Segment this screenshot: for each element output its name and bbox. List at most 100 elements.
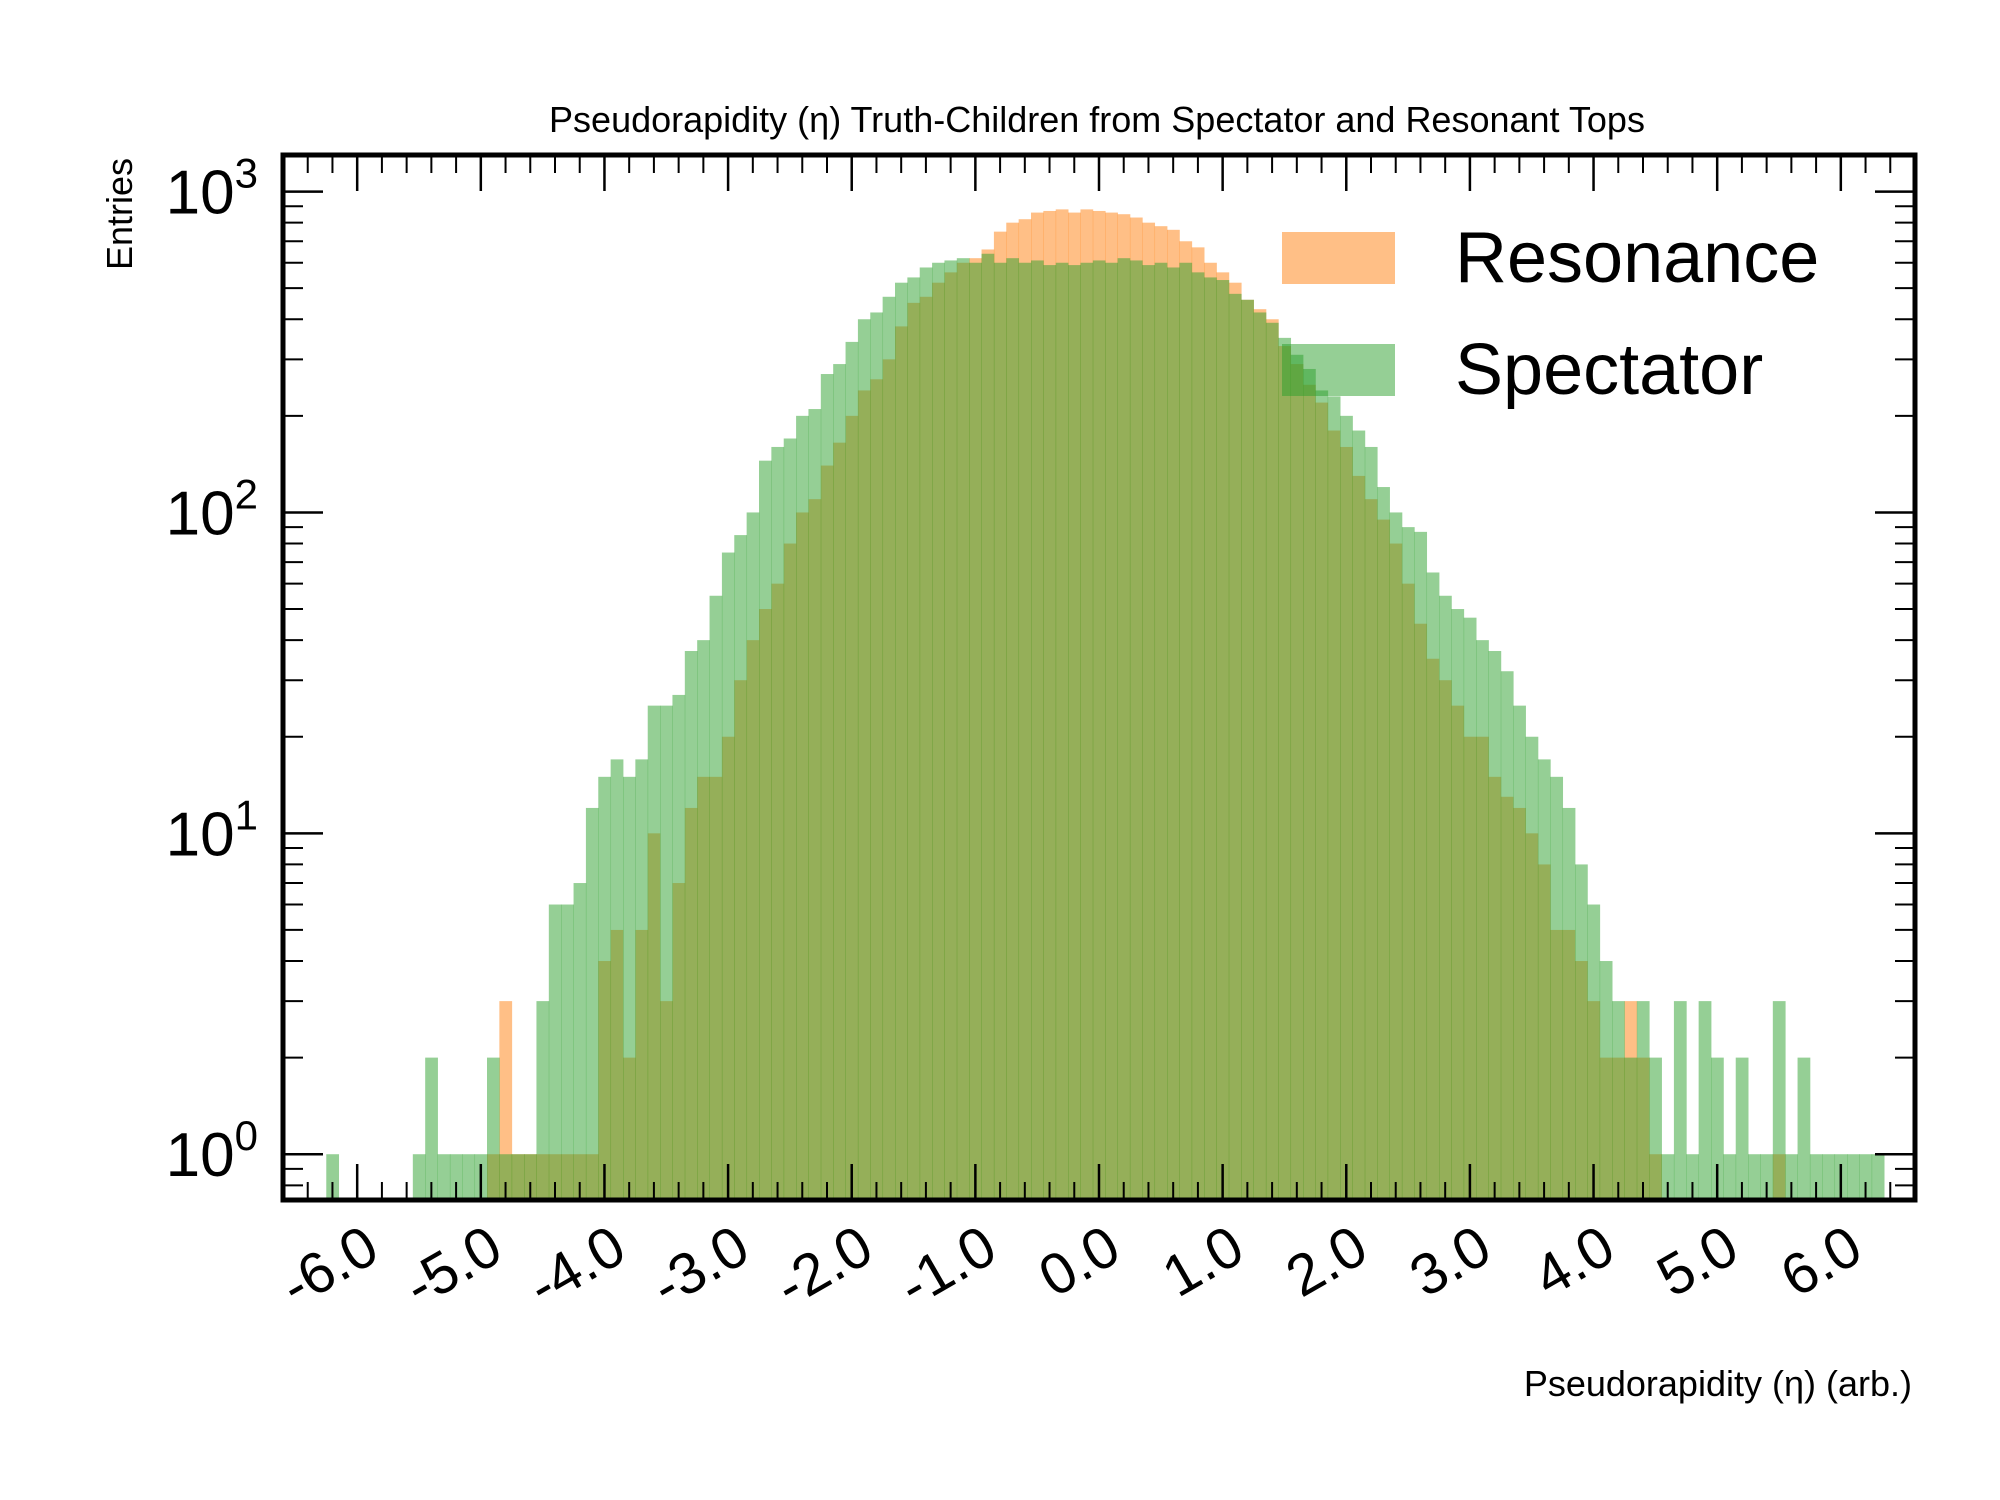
bar-spectator-35 [833,364,846,1200]
bar-spectator-82 [1414,531,1428,1200]
bar-spectator-74 [1315,390,1329,1200]
bar-spectator-61 [1154,262,1168,1200]
bar-spectator-31 [783,438,797,1200]
series-spectator [326,253,1885,1201]
bar-spectator-53 [1055,262,1069,1200]
bar-spectator-111 [1772,1001,1786,1200]
bar-spectator-29 [759,460,772,1200]
bar-spectator-108 [1735,1057,1749,1200]
x-axis-label: Pseudorapidity (η) (arb.) [1524,1363,1912,1404]
bar-spectator-45 [956,258,970,1200]
bar-spectator-34 [820,374,834,1200]
bar-spectator-99 [1624,1057,1638,1200]
bar-spectator-107 [1723,1154,1737,1200]
bar-spectator-41 [907,277,921,1200]
bar-spectator-57 [1105,262,1118,1200]
bar-spectator-46 [969,262,982,1200]
bar-spectator-64 [1191,272,1205,1200]
legend-swatch-spectator [1282,344,1395,396]
bar-spectator-24 [697,640,710,1200]
bar-spectator-109 [1748,1154,1761,1200]
bar-spectator-98 [1612,1001,1625,1200]
bar-spectator-59 [1129,260,1143,1200]
bar-spectator-110 [1760,1154,1774,1200]
bar-spectator-13 [561,904,574,1200]
bar-spectator-70 [1265,322,1279,1200]
bar-spectator-49 [1006,258,1020,1200]
bar-spectator-15 [585,807,599,1200]
bar-spectator-36 [845,341,859,1200]
bar-spectator-101 [1649,1057,1662,1200]
bar-spectator-97 [1599,961,1613,1200]
bar-spectator-112 [1785,1154,1798,1200]
bar-spectator-90 [1513,705,1526,1200]
bar-spectator-73 [1303,368,1316,1201]
bar-spectator-80 [1389,512,1403,1200]
bar-spectator-68 [1241,299,1254,1200]
bar-spectator-89 [1500,671,1514,1200]
bar-spectator-4 [449,1154,463,1200]
bar-spectator-83 [1426,572,1440,1200]
bar-spectator-28 [746,512,760,1200]
y-tick-label: 101 [166,791,258,869]
bar-spectator-96 [1587,904,1601,1200]
legend: Resonance Spectator [1282,218,1819,410]
bar-spectator-3 [437,1154,451,1200]
bar-spectator-88 [1488,651,1502,1200]
bar-spectator-81 [1401,527,1415,1200]
bar-spectator-1 [412,1154,426,1200]
bar-spectator-66 [1216,280,1230,1200]
bar-spectator-54 [1068,265,1081,1201]
bar-spectator-56 [1092,260,1106,1200]
bar-spectator-92 [1537,759,1551,1200]
bar-spectator-103 [1673,1001,1687,1200]
bar-spectator-16 [598,776,612,1200]
bar-spectator-119 [1871,1154,1885,1200]
bar-spectator-20 [647,705,661,1200]
bar-spectator-95 [1575,864,1588,1200]
bars-group [326,209,1885,1201]
bar-resonance-1 [499,1001,513,1200]
chart-title: Pseudorapidity (η) Truth-Children from S… [549,99,1645,140]
bar-spectator-100 [1636,1001,1650,1200]
bar-spectator-69 [1253,312,1267,1201]
bar-spectator-26 [721,552,735,1200]
bar-spectator-113 [1797,1057,1811,1200]
bar-spectator-11 [536,1001,550,1200]
bar-spectator-104 [1686,1154,1700,1200]
bar-spectator-2 [425,1057,438,1200]
bar-spectator-93 [1550,776,1564,1200]
bar-spectator-60 [1142,265,1156,1201]
bar-spectator-114 [1809,1154,1823,1200]
bar-spectator-78 [1364,446,1378,1200]
bar-spectator-77 [1352,430,1366,1200]
bar-spectator-48 [993,262,1007,1200]
bar-spectator-76 [1340,415,1353,1201]
bar-spectator-84 [1439,595,1452,1200]
bar-spectator-40 [895,282,908,1200]
legend-label-spectator: Spectator [1455,330,1763,410]
bar-spectator-91 [1525,736,1539,1200]
bar-spectator-50 [1018,262,1032,1200]
bar-spectator-12 [548,904,562,1200]
bar-spectator-22 [672,694,686,1200]
y-tick-label: 103 [166,150,258,228]
bar-spectator-52 [1043,265,1057,1201]
plot-frame [280,152,1918,1203]
bar-spectator-94 [1562,807,1576,1200]
bar-spectator-23 [684,651,698,1200]
bar-spectator-79 [1377,487,1390,1200]
bar-spectator-21 [660,705,673,1200]
bar-spectator-8 [499,1154,513,1200]
bar-spectator-62 [1167,267,1180,1201]
bar-spectator-117 [1847,1154,1860,1200]
bar-spectator-43 [932,262,945,1200]
legend-swatch-resonance [1282,232,1395,284]
bar-spectator-75 [1327,396,1341,1200]
bar-spectator-85 [1451,609,1465,1200]
y-tick-label: 100 [166,1112,258,1190]
bar-spectator-67 [1228,293,1242,1201]
bar-spectator-25 [709,595,723,1200]
bar-spectator-18 [623,776,636,1200]
